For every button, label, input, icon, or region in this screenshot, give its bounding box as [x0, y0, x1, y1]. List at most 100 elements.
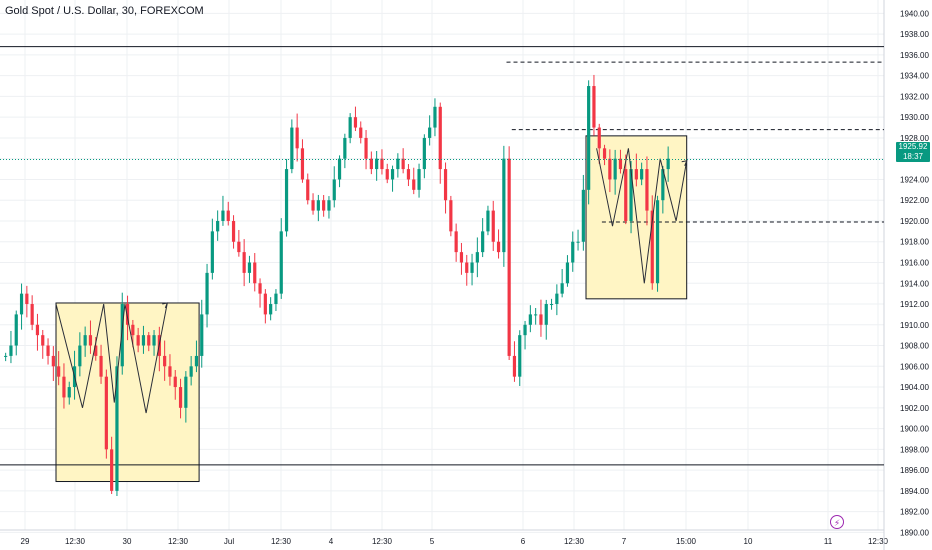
candle-up	[348, 117, 352, 138]
candle-down	[46, 345, 50, 356]
candle-down	[237, 241, 241, 253]
candle-up	[375, 158, 379, 170]
candle-up	[152, 335, 156, 346]
y-tick-label: 1930.00	[900, 113, 929, 122]
candle-down	[163, 355, 167, 367]
x-tick-label: 15:00	[676, 537, 697, 546]
candle-up	[141, 335, 146, 346]
x-tick-label: 30	[123, 537, 132, 546]
candle-down	[88, 335, 93, 346]
candle-down	[311, 200, 315, 211]
candle-up	[544, 304, 548, 325]
candle-down	[99, 355, 103, 377]
candle-down	[322, 200, 326, 211]
candle-up	[502, 158, 506, 253]
candle-up	[274, 293, 278, 305]
candle-down	[364, 137, 368, 159]
x-tick-label: 4	[329, 537, 334, 546]
candle-up	[327, 200, 331, 211]
candle-up	[576, 241, 580, 243]
candle-up	[661, 169, 665, 201]
candle-up	[184, 376, 188, 408]
y-tick-label: 1902.00	[900, 404, 929, 413]
x-tick-label: 29	[21, 537, 30, 546]
x-tick-label: 10	[744, 537, 753, 546]
candle-up	[534, 314, 538, 316]
candle-up	[337, 158, 342, 180]
candle-up	[216, 220, 220, 232]
candle-up	[205, 272, 209, 315]
x-tick-label: 7	[622, 537, 627, 546]
candle-up	[279, 231, 283, 294]
candle-up	[189, 366, 193, 377]
last-price-badge: 1925.92 18:37	[896, 142, 930, 162]
y-tick-label: 1892.00	[900, 508, 929, 517]
x-tick-label: Jul	[224, 537, 234, 546]
candle-up	[343, 137, 347, 159]
y-tick-label: 1898.00	[900, 445, 929, 454]
candle-up	[581, 189, 585, 242]
candle-down	[263, 293, 267, 315]
pattern-path	[596, 148, 688, 284]
candle-down	[173, 376, 177, 388]
candle-down	[110, 449, 114, 491]
y-tick-label: 1922.00	[900, 196, 929, 205]
candle-down	[618, 158, 623, 170]
pattern-path	[55, 302, 168, 414]
candle-up	[19, 293, 24, 315]
candle-down	[242, 252, 246, 273]
y-tick-label: 1940.00	[900, 9, 929, 18]
candle-up	[481, 231, 485, 253]
candle-up	[284, 169, 289, 232]
candle-down	[253, 262, 257, 284]
candle-down	[608, 158, 612, 180]
candle-up	[666, 158, 670, 170]
candle-up	[613, 158, 617, 180]
candle-up	[120, 304, 124, 367]
y-tick-label: 1894.00	[900, 487, 929, 496]
candle-down	[306, 179, 310, 201]
candle-down	[624, 169, 628, 221]
y-tick-label: 1934.00	[900, 72, 929, 81]
candle-down	[645, 169, 649, 211]
candle-down	[136, 335, 140, 346]
candle-down	[62, 376, 66, 398]
y-tick-label: 1900.00	[900, 425, 929, 434]
y-tick-label: 1910.00	[900, 321, 929, 330]
candle-down	[597, 127, 601, 149]
candle-down	[512, 355, 517, 377]
candle-down	[491, 210, 495, 242]
candle-up	[67, 387, 71, 398]
candle-down	[412, 179, 416, 190]
candle-up	[422, 137, 426, 170]
candle-down	[125, 304, 130, 325]
lightning-icon[interactable]: ⚡	[830, 515, 844, 529]
y-tick-label: 1896.00	[900, 466, 929, 475]
candle-up	[549, 304, 554, 306]
candle-up	[475, 252, 479, 263]
y-tick-label: 1928.00	[900, 134, 929, 143]
candle-down	[295, 127, 299, 149]
x-tick-label: 11	[824, 537, 833, 546]
candle-up	[571, 241, 575, 263]
candle-down	[300, 148, 305, 180]
candle-up	[78, 345, 82, 367]
candle-down	[35, 324, 40, 336]
y-tick-label: 1914.00	[900, 279, 929, 288]
candle-down	[380, 158, 384, 170]
last-price-value: 1925.92	[898, 142, 928, 151]
candle-down	[131, 324, 135, 336]
candle-down	[449, 200, 453, 232]
candle-up	[565, 262, 570, 284]
candle-up	[269, 304, 273, 315]
candle-up	[486, 210, 490, 232]
candle-up	[115, 366, 119, 491]
candle-up	[194, 355, 199, 367]
y-tick-label: 1918.00	[900, 238, 929, 247]
candle-up	[396, 158, 400, 170]
candle-down	[41, 335, 45, 346]
candle-down	[147, 335, 151, 346]
pattern-arrow-head	[162, 302, 169, 309]
candle-down	[353, 117, 358, 128]
